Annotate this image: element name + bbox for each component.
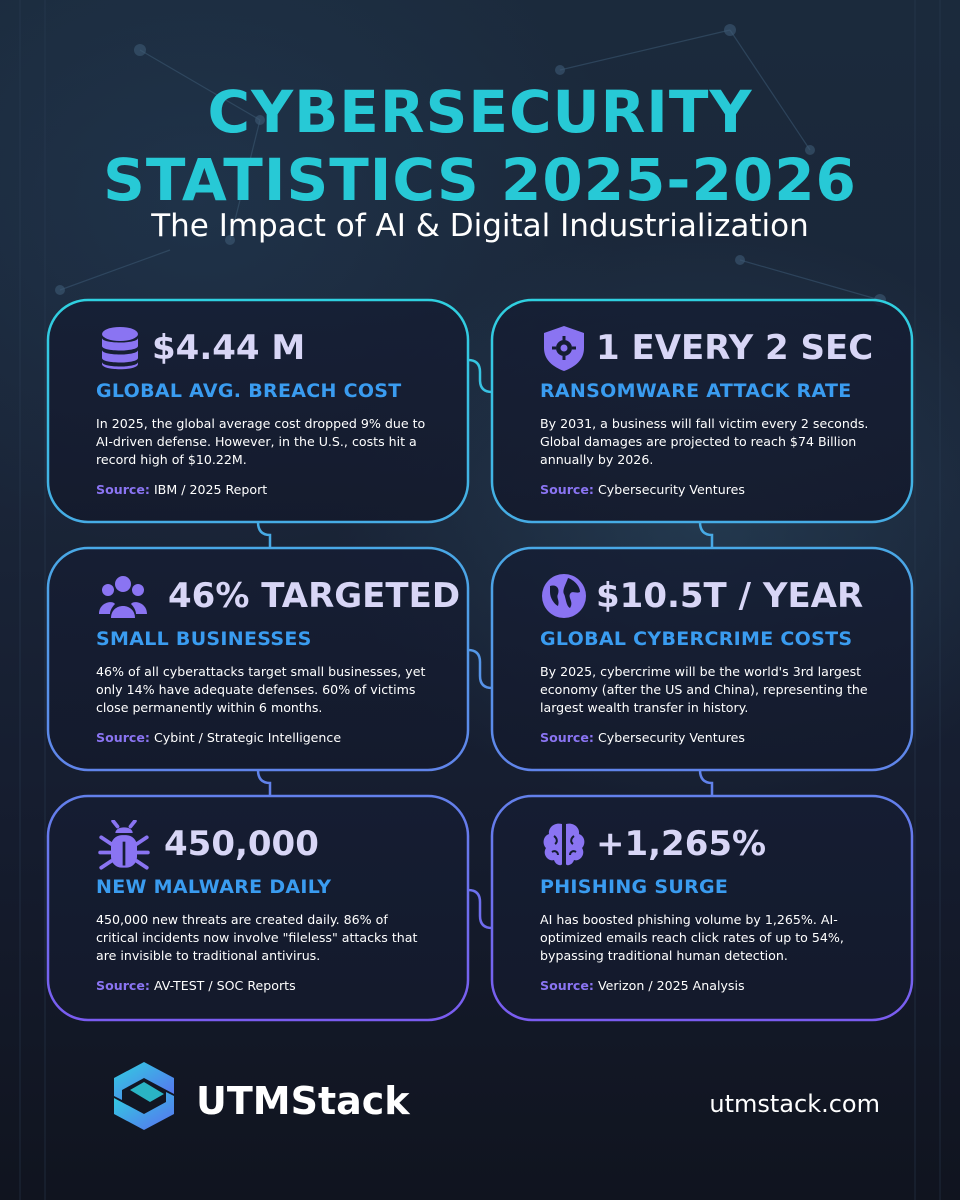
page-subtitle: The Impact of AI & Digital Industrializa… — [151, 208, 809, 244]
source-text: IBM / 2025 Report — [153, 482, 268, 497]
page-title-line1: CYBERSECURITY — [207, 78, 753, 146]
utmstack-logo-icon — [114, 1062, 174, 1130]
stat-card-cybercrime-costs: $10.5T / YEAR GLOBAL CYBERCRIME COSTS By… — [492, 548, 892, 763]
stat-source: Source: Verizon / 2025 Analysis — [540, 978, 745, 993]
source-text: Cybersecurity Ventures — [597, 730, 745, 745]
source-text: Cybersecurity Ventures — [597, 482, 745, 497]
stat-source: Source: Cybersecurity Ventures — [540, 730, 745, 745]
stat-label: SMALL BUSINESSES — [96, 628, 312, 650]
stat-label: PHISHING SURGE — [540, 876, 729, 898]
source-label: Source: — [96, 730, 150, 745]
stat-source: Source: AV-TEST / SOC Reports — [96, 978, 296, 993]
source-text: Verizon / 2025 Analysis — [597, 978, 745, 993]
stat-description: 46% of all cyberattacks target small bus… — [96, 664, 426, 715]
stat-description: By 2025, cybercrime will be the world's … — [540, 664, 868, 715]
database-icon — [102, 327, 138, 370]
stat-source: Source: Cybint / Strategic Intelligence — [96, 730, 341, 745]
source-text: Cybint / Strategic Intelligence — [153, 730, 342, 745]
stat-value: 1 EVERY 2 SEC — [596, 328, 874, 368]
source-label: Source: — [540, 730, 594, 745]
stat-description: In 2025, the global average cost dropped… — [96, 416, 426, 467]
stat-label: RANSOMWARE ATTACK RATE — [540, 380, 852, 402]
source-label: Source: — [540, 978, 594, 993]
stat-label: GLOBAL CYBERCRIME COSTS — [540, 628, 853, 650]
source-label: Source: — [96, 978, 150, 993]
stat-source: Source: Cybersecurity Ventures — [540, 482, 745, 497]
shield-gear-icon — [544, 326, 584, 371]
website-link[interactable]: utmstack.com — [709, 1090, 880, 1118]
brain-icon — [543, 823, 585, 866]
stat-label: NEW MALWARE DAILY — [96, 876, 332, 898]
source-label: Source: — [540, 482, 594, 497]
bug-icon — [98, 820, 150, 870]
stat-value: $4.44 M — [152, 328, 306, 368]
page-title-line2: STATISTICS 2025-2026 — [103, 146, 857, 214]
stat-card-breach-cost: $4.44 M GLOBAL AVG. BREACH COST In 2025,… — [48, 300, 448, 515]
stat-card-malware: 450,000 NEW MALWARE DAILY 450,000 new th… — [48, 796, 448, 1011]
stat-label: GLOBAL AVG. BREACH COST — [96, 380, 402, 402]
stat-value: 46% TARGETED — [168, 576, 461, 616]
brand-name: UTMStack — [196, 1079, 410, 1123]
source-label: Source: — [96, 482, 150, 497]
stat-description: AI has boosted phishing volume by 1,265%… — [540, 912, 844, 963]
stat-value: 450,000 — [164, 824, 319, 864]
stat-source: Source: IBM / 2025 Report — [96, 482, 267, 497]
users-icon — [99, 576, 147, 618]
globe-icon — [542, 574, 586, 618]
stat-description: By 2031, a business will fall victim eve… — [540, 416, 869, 467]
source-text: AV-TEST / SOC Reports — [153, 978, 296, 993]
stat-value: +1,265% — [596, 824, 767, 864]
stat-card-phishing: +1,265% PHISHING SURGE AI has boosted ph… — [492, 796, 892, 1011]
stat-value: $10.5T / YEAR — [596, 576, 864, 616]
stat-card-small-business: 46% TARGETED SMALL BUSINESSES 46% of all… — [48, 548, 460, 763]
stat-description: 450,000 new threats are created daily. 8… — [96, 912, 418, 963]
stat-card-ransomware: 1 EVERY 2 SEC RANSOMWARE ATTACK RATE By … — [492, 300, 892, 515]
